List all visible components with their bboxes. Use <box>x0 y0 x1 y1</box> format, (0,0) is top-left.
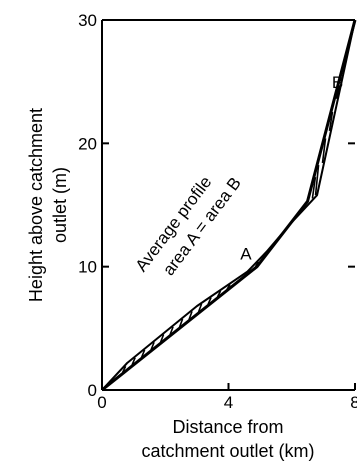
hatch-mark-a <box>169 326 174 335</box>
hatch-layer <box>121 58 348 373</box>
series-average-line <box>101 19 357 392</box>
tick-layer: 0 4 8 0 10 20 30 <box>78 11 357 412</box>
hatch-mark-a <box>131 357 136 366</box>
hatch-mark-a <box>159 334 165 343</box>
y-tick-label: 0 <box>88 381 97 400</box>
y-axis-title-line: Height above catchment <box>26 108 46 302</box>
hatch-mark-a <box>311 177 317 199</box>
hatch-mark-a <box>207 297 212 305</box>
y-tick-label: 10 <box>78 258 97 277</box>
hatch-mark-a <box>188 311 193 320</box>
x-tick-label: 8 <box>350 393 357 412</box>
y-tick-label: 20 <box>78 134 97 153</box>
x-tick-label: 0 <box>97 393 106 412</box>
annotation-label-2: A <box>240 244 252 263</box>
x-axis-title-line: catchment outlet (km) <box>141 441 314 461</box>
hatch-mark-b <box>328 111 334 132</box>
hatch-mark-b <box>314 164 320 196</box>
series-layer <box>101 19 357 392</box>
hatch-mark-b <box>335 85 341 99</box>
hatch-mark-a <box>140 349 146 358</box>
x-tick-label: 4 <box>224 393 233 412</box>
y-tick-label: 30 <box>78 11 97 30</box>
hatch-mark-a <box>150 341 155 351</box>
axis-title-layer: Distance from catchment outlet (km) Height… <box>26 108 315 461</box>
hatch-mark-a <box>178 318 184 328</box>
hatch-mark-a <box>197 303 203 313</box>
hatch-mark-b <box>321 138 327 164</box>
y-axis-title-line: outlet (m) <box>50 167 70 243</box>
x-axis-title-line: Distance from <box>172 417 283 437</box>
annotation-label-3: B <box>332 73 343 92</box>
series-profile-line <box>101 19 356 391</box>
